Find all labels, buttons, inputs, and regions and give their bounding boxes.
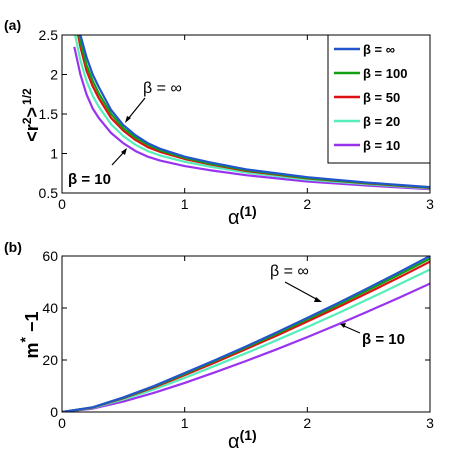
x-tick-label: 3 — [426, 196, 434, 212]
y-tick-label: 40 — [42, 300, 58, 316]
legend-box — [327, 34, 431, 164]
annotation-arrow — [343, 325, 361, 334]
legend-label: β = 50 — [363, 90, 400, 105]
annotation-arrow — [284, 281, 319, 301]
panel-b-annotation-10: β = 10 — [340, 323, 405, 348]
y-tick-label: 0 — [50, 404, 58, 420]
annotation-text: β = 10 — [68, 171, 111, 188]
annotation-arrow — [111, 151, 125, 166]
series-line-5 — [62, 282, 430, 412]
y-tick-label: 60 — [42, 248, 58, 264]
x-tick-label: 1 — [181, 415, 189, 431]
arrowhead-icon — [314, 297, 322, 302]
series-line-5 — [73, 46, 430, 191]
series-line-1 — [62, 256, 430, 412]
annotation-text: β = 10 — [362, 331, 405, 348]
x-tick-label: 1 — [181, 196, 189, 212]
legend-label: β = 10 — [363, 138, 400, 153]
x-tick-label: 0 — [58, 196, 66, 212]
arrowhead-icon — [125, 116, 131, 123]
panel-b-xlabel: α(1) — [228, 427, 257, 453]
legend: β = ∞ β = 100 β = 50 β = 20 β = 10 — [327, 34, 431, 164]
y-tick-label: 0.5 — [39, 185, 59, 201]
panel-b-label: (b) — [4, 239, 22, 255]
annotation-arrow — [127, 97, 146, 120]
panel-b-series — [62, 256, 430, 412]
panel-b: (b) 0 1 2 3 0 20 40 60 m* −1 α(1) β = ∞ β = 10 — [4, 239, 434, 453]
y-tick-label: 20 — [42, 352, 58, 368]
arrowhead-icon — [121, 148, 127, 155]
panel-a: (a) 0 1 2 30.511.522.5 <r2>1/2 α(1) β = ∞β … — [4, 17, 434, 229]
legend-label: β = 100 — [363, 66, 407, 81]
series-line-1 — [79, 35, 430, 189]
y-tick-label: 1.5 — [39, 106, 59, 122]
panel-b-annotation-inf: β = ∞ — [270, 263, 322, 302]
panel-a-series — [73, 35, 430, 191]
x-tick-label: 2 — [303, 415, 311, 431]
series-line-4 — [73, 35, 430, 190]
panel-a-label: (a) — [4, 17, 21, 33]
panel-a-xlabel: α(1) — [228, 203, 257, 229]
y-tick-label: 2 — [50, 67, 58, 83]
panel-a-annotation-inf: β = ∞ — [125, 80, 182, 123]
arrowhead-icon — [340, 323, 346, 328]
annotation-text: β = ∞ — [270, 263, 309, 280]
panel-a-annotation-10: β = 10 — [68, 148, 127, 188]
panel-a-ylabel: <r2>1/2 — [20, 88, 42, 142]
x-tick-label: 2 — [303, 196, 311, 212]
series-line-4 — [62, 268, 430, 412]
legend-label: β = 20 — [363, 114, 400, 129]
y-tick-label: 1 — [50, 146, 58, 162]
y-tick-label: 2.5 — [39, 27, 59, 43]
x-tick-label: 3 — [426, 415, 434, 431]
x-tick-label: 0 — [58, 415, 66, 431]
panel-b-frame — [61, 255, 431, 413]
legend-label: β = ∞ — [363, 42, 395, 57]
panel-b-ylabel: m* −1 — [17, 312, 42, 359]
annotation-text: β = ∞ — [143, 80, 182, 97]
